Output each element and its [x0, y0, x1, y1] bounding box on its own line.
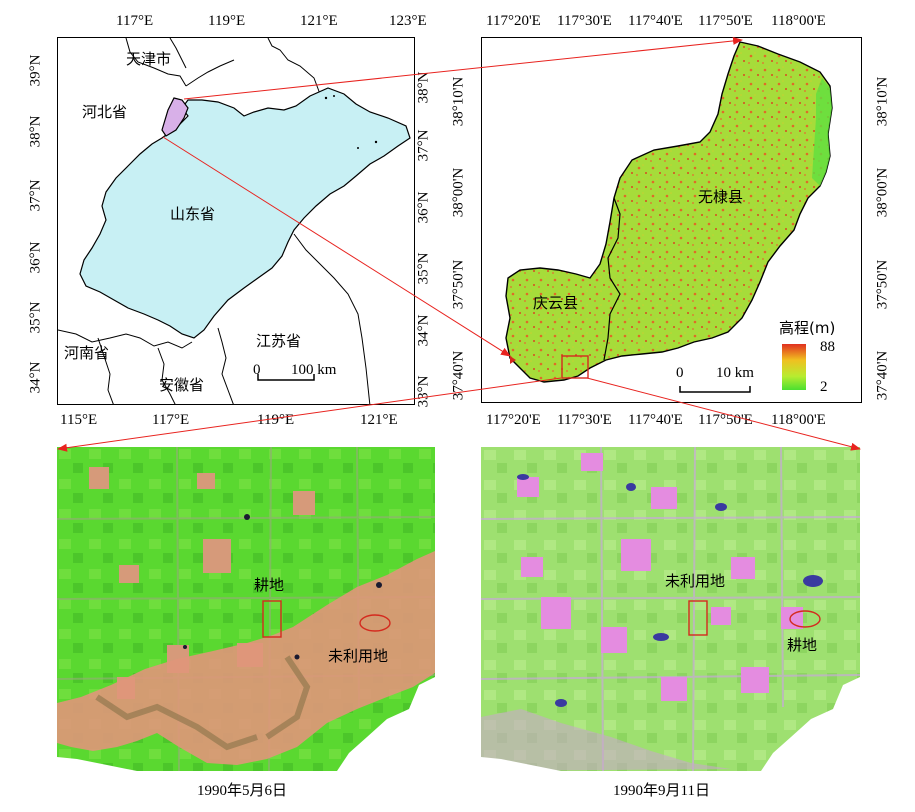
map-a-bottom-tick: 121°E — [360, 412, 398, 428]
map-a-left-tick: 37°N — [27, 179, 44, 212]
map-b-left-tick: 37°50'N — [450, 259, 467, 310]
label-d-cultivated: 耕地 — [787, 636, 818, 654]
map-b-right-tick: 37°50'N — [874, 259, 891, 310]
map-b-scale-label: 10 km — [716, 365, 754, 381]
label-c-unused: 未利用地 — [328, 647, 389, 665]
map-b-scale-zero: 0 — [676, 365, 684, 381]
elevation-legend-bar — [782, 344, 806, 390]
map-b-bottom-tick: 117°40'E — [628, 412, 683, 428]
shandong-province — [79, 87, 411, 339]
map-b-frame — [481, 37, 862, 403]
map-a-left-tick: 35°N — [27, 301, 44, 334]
map-a-bottom-tick: 119°E — [257, 412, 295, 428]
image-d-frame — [481, 447, 860, 771]
label-hebei: 河北省 — [82, 103, 128, 121]
map-b-right-tick: 38°00'N — [874, 167, 891, 218]
map-b-bottom-tick: 117°30'E — [557, 412, 612, 428]
map-a-bottom-tick: 117°E — [152, 412, 190, 428]
label-anhui: 安徽省 — [159, 376, 205, 394]
image-d-drawing — [481, 447, 860, 771]
image-c-date: 1990年5月6日 — [197, 783, 288, 799]
map-b-right-tick: 37°40'N — [874, 350, 891, 401]
label-henan: 河南省 — [64, 344, 110, 362]
cultivated-sample-box — [262, 600, 282, 638]
map-b-top-tick: 117°30'E — [557, 13, 612, 29]
map-a-right-tick: 34°N — [415, 314, 432, 347]
image-c-frame — [57, 447, 435, 771]
outlet-marker — [510, 356, 516, 364]
map-b-bottom-tick: 117°20'E — [486, 412, 541, 428]
map-a-left-tick: 39°N — [27, 54, 44, 87]
label-jiangsu: 江苏省 — [256, 332, 302, 350]
map-b-drawing — [505, 41, 833, 393]
cultivated-sample-ellipse — [789, 610, 821, 628]
map-a-top-tick: 123°E — [389, 13, 427, 29]
map-a-right-tick: 35°N — [415, 252, 432, 285]
label-c-cultivated: 耕地 — [254, 576, 285, 594]
study-area-inset — [161, 97, 189, 137]
map-a-right-tick: 37°N — [415, 129, 432, 162]
label-d-unused: 未利用地 — [665, 572, 726, 590]
map-b-left-tick: 38°00'N — [450, 167, 467, 218]
map-b-bottom-tick: 118°00'E — [771, 412, 826, 428]
map-a-top-tick: 119°E — [208, 13, 246, 29]
sample-area-box — [561, 355, 589, 379]
map-a-left-tick: 34°N — [27, 361, 44, 394]
map-a-top-tick: 121°E — [300, 13, 338, 29]
label-shandong: 山东省 — [170, 205, 216, 223]
map-a-bottom-tick: 115°E — [60, 412, 98, 428]
map-a-frame — [57, 37, 415, 405]
legend-max: 88 — [820, 339, 835, 355]
map-a-left-tick: 36°N — [27, 241, 44, 274]
unused-sample-ellipse — [359, 614, 391, 632]
map-a-right-tick: 36°N — [415, 191, 432, 224]
image-d-date: 1990年9月11日 — [613, 783, 710, 799]
map-b-left-tick: 38°10'N — [450, 76, 467, 127]
map-a-right-tick: 38°N — [415, 71, 432, 104]
image-c-drawing — [57, 447, 435, 771]
label-wudi: 无棣县 — [698, 188, 744, 206]
label-qingyun: 庆云县 — [533, 294, 579, 312]
label-tianjin: 天津市 — [126, 50, 172, 68]
legend-min: 2 — [820, 379, 828, 395]
map-b-right-tick: 38°10'N — [874, 76, 891, 127]
map-a-right-tick: 33°N — [415, 375, 432, 408]
map-b-top-tick: 117°40'E — [628, 13, 683, 29]
map-b-top-tick: 117°50'E — [698, 13, 753, 29]
map-a-left-tick: 38°N — [27, 115, 44, 148]
legend-title: 高程(m) — [779, 319, 836, 337]
map-b-left-tick: 37°40'N — [450, 350, 467, 401]
map-a-scale-label: 100 km — [291, 362, 337, 378]
map-a-scale-zero: 0 — [253, 362, 261, 378]
map-a-top-tick: 117°E — [116, 13, 154, 29]
map-b-top-tick: 117°20'E — [486, 13, 541, 29]
map-a-drawing — [58, 38, 411, 404]
map-b-top-tick: 118°00'E — [771, 13, 826, 29]
map-b-bottom-tick: 117°50'E — [698, 412, 753, 428]
unused-sample-box — [688, 600, 708, 636]
